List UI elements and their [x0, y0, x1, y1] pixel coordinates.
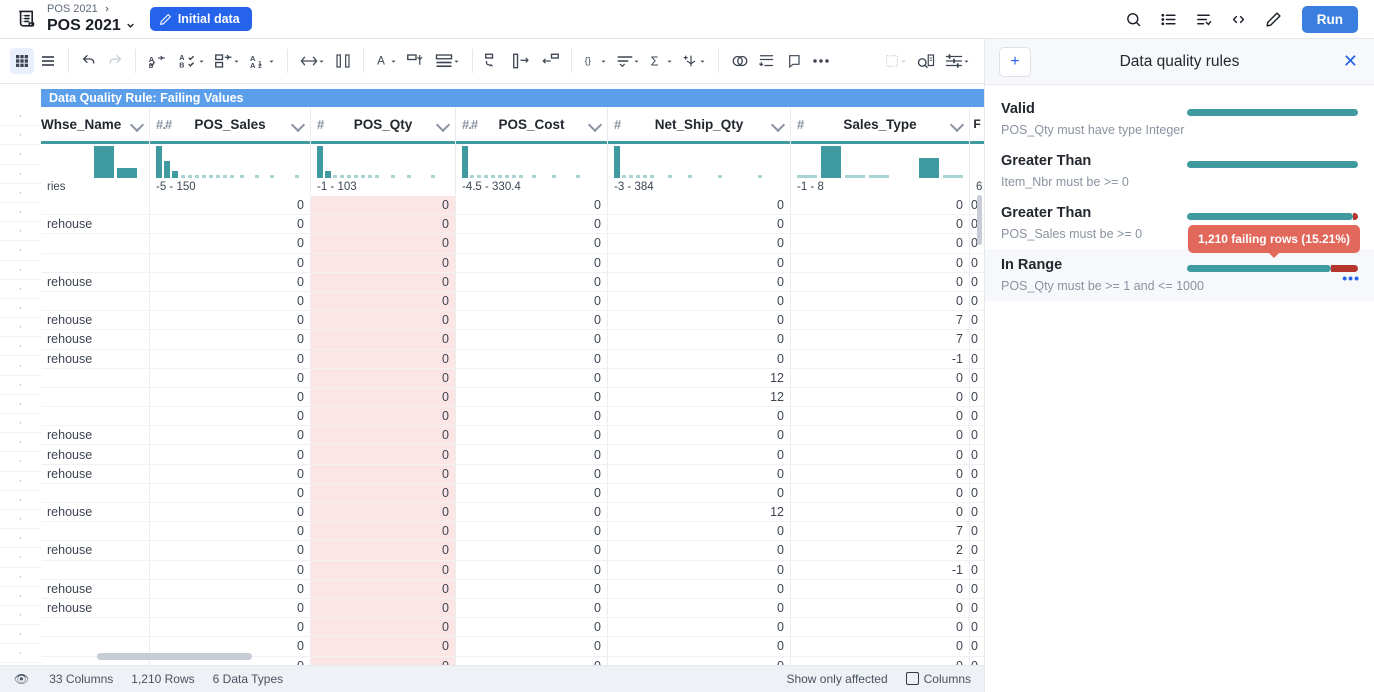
svg-text:Σ: Σ [651, 55, 659, 69]
svg-text:A: A [377, 55, 385, 68]
svg-text:{}: {} [585, 56, 591, 66]
svg-text:B: B [149, 63, 154, 69]
svg-text:2: 2 [258, 64, 262, 69]
svg-text:B: B [179, 60, 184, 69]
svg-text:A: A [250, 61, 256, 69]
